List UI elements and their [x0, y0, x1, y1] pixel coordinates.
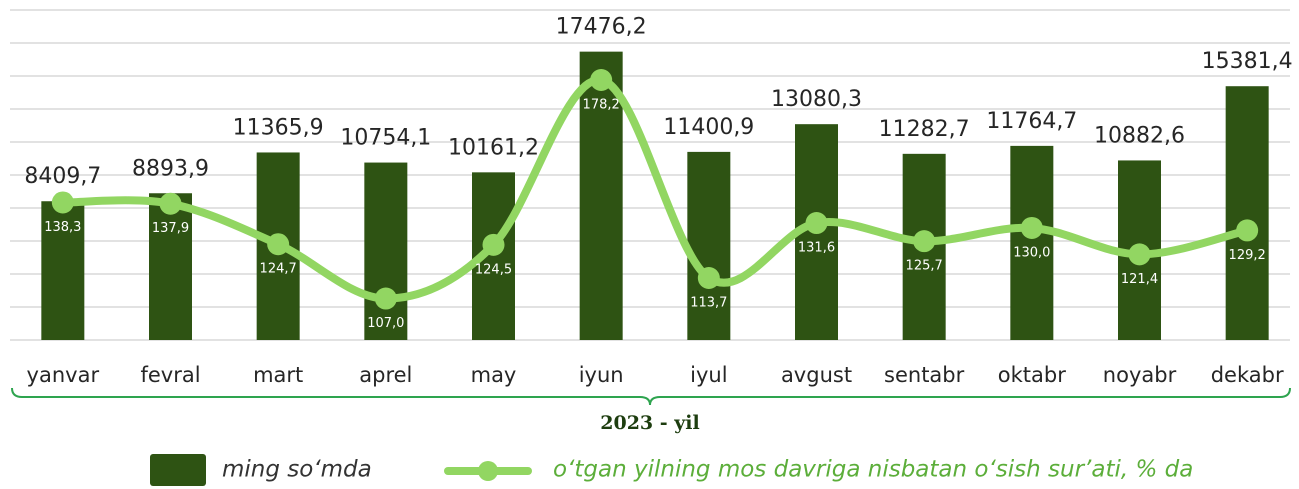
- line-value-label: 107,0: [367, 316, 404, 331]
- x-tick-label: dekabr: [1211, 363, 1284, 387]
- line-marker: [590, 68, 613, 91]
- x-tick-label: iyul: [690, 363, 727, 387]
- line-marker: [1128, 243, 1151, 266]
- line-value-label: 131,6: [798, 241, 835, 256]
- brace: [11, 387, 1291, 406]
- x-tick-label: avgust: [781, 363, 852, 387]
- line-value-label: 137,9: [152, 221, 189, 236]
- bar: [579, 51, 623, 340]
- x-tick-label: fevral: [140, 363, 200, 387]
- bar-value-label: 11764,7: [986, 109, 1077, 134]
- line-value-label: 129,2: [1229, 248, 1266, 263]
- legend-label: o‘tgan yilning mos davriga nisbatan o‘si…: [553, 457, 1193, 483]
- bar: [364, 162, 408, 340]
- x-tick-label: noyabr: [1103, 363, 1177, 387]
- x-tick-label: yanvar: [27, 363, 100, 387]
- line-value-label: 130,0: [1013, 245, 1050, 260]
- x-tick-label: oktabr: [998, 363, 1066, 387]
- bar-value-label: 17476,2: [556, 15, 647, 40]
- line-marker: [805, 212, 828, 235]
- line-marker: [374, 287, 397, 310]
- bar-value-label: 13080,3: [771, 87, 862, 112]
- line-marker: [51, 191, 74, 214]
- line-marker: [697, 266, 720, 289]
- line-value-label: 178,2: [583, 97, 620, 112]
- line-marker: [267, 233, 290, 256]
- bar: [41, 201, 85, 340]
- bar-value-label: 11282,7: [879, 117, 970, 142]
- legend-swatch: [150, 454, 206, 486]
- x-tick-label: may: [471, 363, 517, 387]
- bar: [1225, 86, 1269, 340]
- line-marker: [159, 192, 182, 215]
- line-marker: [1020, 216, 1043, 239]
- line-value-label: 124,7: [260, 262, 297, 277]
- bar-value-label: 8409,7: [24, 164, 101, 189]
- bar-value-label: 11365,9: [233, 115, 324, 140]
- bar: [687, 151, 731, 340]
- x-axis-label: 2023 - yil: [600, 412, 699, 434]
- bar: [149, 193, 192, 340]
- bar-value-label: 8893,9: [132, 156, 209, 181]
- line-marker: [1236, 219, 1259, 242]
- x-tick-label: mart: [253, 363, 303, 387]
- bar: [1010, 145, 1054, 340]
- bar-value-label: 10754,1: [340, 126, 431, 151]
- line-marker: [913, 230, 936, 253]
- bar-value-label: 15381,4: [1202, 49, 1293, 74]
- bar-value-label: 10882,6: [1094, 123, 1185, 148]
- line-value-label: 124,5: [475, 262, 512, 277]
- x-tick-label: iyun: [579, 363, 624, 387]
- bar-value-label: 10161,2: [448, 135, 539, 160]
- line-value-label: 121,4: [1121, 272, 1158, 287]
- line-marker: [482, 233, 505, 256]
- legend-label: ming so‘mda: [222, 457, 372, 483]
- bar-value-label: 11400,9: [663, 115, 754, 140]
- line-value-label: 125,7: [906, 259, 943, 274]
- x-tick-label: aprel: [359, 363, 412, 387]
- line-value-label: 138,3: [44, 220, 81, 235]
- legend-marker: [478, 461, 498, 481]
- line-value-label: 113,7: [690, 295, 727, 310]
- x-tick-label: sentabr: [884, 363, 965, 387]
